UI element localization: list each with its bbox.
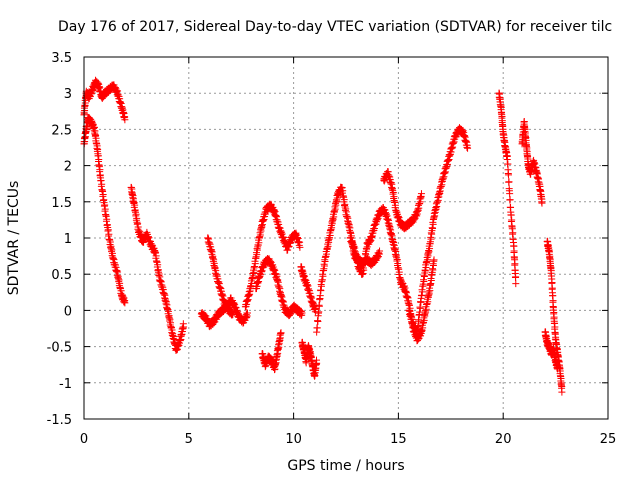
data-point: [505, 171, 513, 179]
data-point: [313, 324, 321, 332]
data-point: [509, 229, 517, 237]
plot-frame: [83, 56, 609, 420]
data-point: [315, 302, 323, 310]
series-arc-r: [541, 328, 562, 373]
x-tick-label: 10: [285, 432, 302, 447]
series-arc-l: [346, 204, 438, 345]
y-tick-label: 1.5: [51, 196, 72, 211]
x-tick-label: 15: [390, 432, 407, 447]
data-points: [80, 76, 566, 396]
data-point: [340, 196, 348, 204]
data-point: [298, 309, 306, 317]
data-point: [253, 251, 261, 259]
series-arc-n: [405, 124, 472, 338]
data-point: [416, 304, 424, 312]
data-point: [121, 299, 129, 307]
data-point: [376, 247, 384, 255]
data-point: [429, 266, 437, 274]
data-point: [510, 247, 518, 255]
data-point: [229, 311, 237, 319]
y-tick-label: 3: [64, 87, 72, 102]
x-tick-label: 5: [185, 432, 193, 447]
data-point: [420, 278, 428, 286]
y-tick-label: 2: [64, 160, 72, 175]
data-point: [104, 226, 112, 234]
data-point: [554, 365, 562, 373]
y-tick-label: 2.5: [51, 123, 72, 138]
y-tick-label: 1: [64, 232, 72, 247]
data-point: [393, 256, 401, 264]
data-point: [243, 309, 251, 317]
chart-title: Day 176 of 2017, Sidereal Day-to-day VTE…: [58, 19, 612, 35]
series-arc-p: [518, 118, 546, 207]
data-point: [430, 256, 438, 264]
y-tick-label: 0.5: [51, 268, 72, 283]
data-point: [132, 210, 140, 218]
data-point: [506, 196, 514, 204]
data-point: [103, 215, 111, 223]
y-tick-label: 3.5: [51, 51, 72, 66]
data-point: [277, 329, 285, 337]
data-point: [97, 177, 105, 185]
data-point: [505, 178, 513, 186]
data-point: [315, 308, 323, 316]
x-axis-label: GPS time / hours: [287, 458, 404, 474]
data-point: [296, 243, 304, 251]
data-point: [414, 322, 422, 330]
data-point: [508, 216, 516, 224]
data-point: [512, 280, 520, 288]
series-arc-b: [80, 76, 129, 124]
grid-lines: [84, 57, 608, 419]
data-point: [389, 188, 397, 196]
y-tick-label: -1: [59, 377, 72, 392]
data-point: [503, 152, 511, 160]
data-point: [99, 190, 107, 198]
series-arc-f: [241, 200, 304, 311]
data-point: [421, 267, 429, 275]
x-tick-labels: 0 5 10 15 20 25: [80, 432, 616, 447]
data-point: [538, 199, 546, 207]
data-point: [558, 388, 566, 396]
series-arc-j: [298, 338, 321, 380]
series-arc-c: [127, 183, 188, 354]
data-point: [101, 201, 109, 209]
series-arc-o: [495, 89, 520, 288]
series-arc-h: [258, 329, 285, 374]
data-point: [511, 260, 519, 268]
data-point: [180, 323, 188, 331]
data-point: [464, 144, 472, 152]
data-point: [415, 317, 423, 325]
series-arc-i: [297, 263, 320, 316]
data-point: [342, 205, 350, 213]
data-point: [506, 190, 514, 198]
data-point: [429, 224, 437, 232]
data-point: [154, 261, 162, 269]
data-point: [427, 277, 435, 285]
y-tick-label: 0: [64, 304, 72, 319]
y-tick-labels: -1.5 -1 -0.5 0 0.5 1 1.5 2 2.5 3 3.5: [47, 51, 72, 428]
series-arc-g: [252, 255, 306, 320]
series-arc-e: [204, 234, 237, 319]
series-arc-m: [380, 168, 425, 233]
series-arc-a: [80, 113, 129, 307]
y-tick-label: -1.5: [47, 413, 72, 428]
x-tick-label: 0: [80, 432, 88, 447]
y-axis-label: SDTVAR / TECUs: [6, 181, 22, 296]
data-point: [121, 116, 129, 124]
data-point: [417, 190, 425, 198]
data-point: [427, 235, 435, 243]
x-tick-label: 20: [495, 432, 512, 447]
y-tick-label: -0.5: [47, 341, 72, 356]
data-point: [320, 262, 328, 270]
data-point: [313, 359, 321, 367]
x-tick-label: 25: [600, 432, 617, 447]
data-point: [512, 273, 520, 281]
data-point: [312, 304, 320, 312]
data-point: [317, 287, 325, 295]
data-point: [361, 256, 369, 264]
